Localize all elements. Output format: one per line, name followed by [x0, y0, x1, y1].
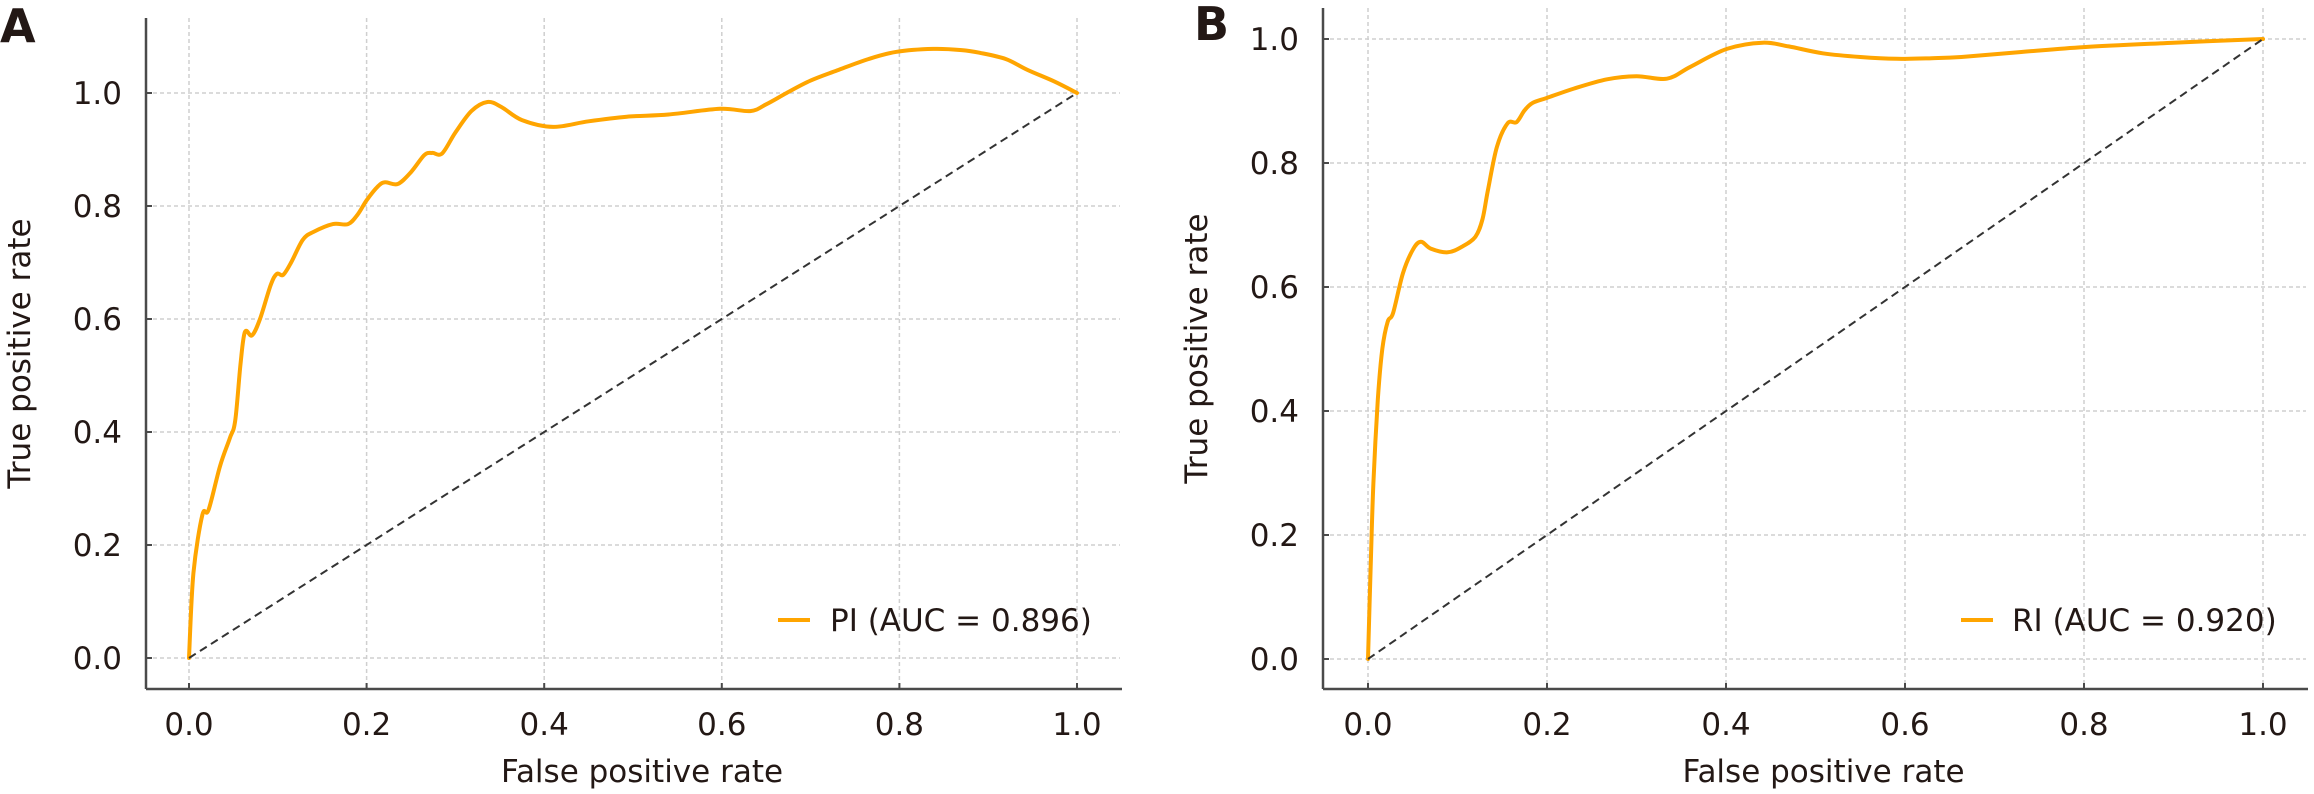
y-tick-label: 1.0 [73, 76, 122, 112]
y-tick-label: 0.0 [73, 641, 122, 677]
legend-label-ri: RI (AUC = 0.920) [2012, 603, 2277, 639]
x-tick-label: 0.4 [1701, 707, 1750, 743]
legend-label-pi: PI (AUC = 0.896) [830, 603, 1092, 639]
panel-a: A 0.0 0.2 0.4 0.6 0.8 1.0 0.0 0.2 0.4 0.6 0.8 1.0 F… [0, 0, 1122, 790]
x-tick-label: 0.8 [875, 707, 924, 743]
series-b [1366, 37, 2265, 661]
x-tick-label: 1.0 [1052, 707, 1101, 743]
x-tick-label: 0.2 [342, 707, 391, 743]
y-tick-label: 0.4 [73, 415, 122, 451]
grid-a [146, 18, 1120, 689]
panel-label-a: A [0, 0, 36, 53]
x-tick-label: 0.4 [520, 707, 569, 743]
reference-diagonal-line [188, 92, 1078, 659]
y-tick-label: 0.0 [1250, 642, 1299, 678]
y-tick-label: 0.4 [1250, 394, 1299, 430]
axes-b [1321, 8, 2308, 691]
y-tick-label: 0.2 [73, 528, 122, 564]
x-tick-label: 0.0 [164, 707, 213, 743]
x-axis-label-b: False positive rate [1682, 754, 1964, 790]
roc-curve-ri [1366, 37, 2265, 661]
grid-b [1323, 8, 2306, 689]
series-a [187, 46, 1079, 660]
y-tick-label: 0.2 [1250, 518, 1299, 554]
y-tick-label: 1.0 [1250, 22, 1299, 58]
panel-b: B 0.0 0.2 0.4 0.6 0.8 1.0 0.0 0.2 0.4 0.6 0.8 1.0 F… [1179, 0, 2308, 790]
x-tick-label: 1.0 [2238, 707, 2287, 743]
ticks-b: 0.0 0.2 0.4 0.6 0.8 1.0 0.0 0.2 0.4 0.6 0.8 1.0 [1250, 22, 2288, 743]
legend-a: PI (AUC = 0.896) [778, 603, 1092, 639]
x-axis-label-a: False positive rate [501, 754, 783, 790]
ticks-a: 0.0 0.2 0.4 0.6 0.8 1.0 0.0 0.2 0.4 0.6 0.8 1.0 [73, 76, 1102, 743]
panel-label-b: B [1194, 0, 1229, 51]
x-tick-label: 0.8 [2059, 707, 2108, 743]
y-axis-label-b: True positive rate [1179, 213, 1215, 484]
x-tick-label: 0.6 [1880, 707, 1929, 743]
x-tick-label: 0.6 [697, 707, 746, 743]
roc-curve-pi [187, 46, 1079, 660]
y-axis-label-a: True positive rate [2, 218, 38, 489]
y-tick-label: 0.6 [73, 302, 122, 338]
x-tick-label: 0.0 [1343, 707, 1392, 743]
y-tick-label: 0.6 [1250, 270, 1299, 306]
legend-b: RI (AUC = 0.920) [1961, 603, 2277, 639]
axes-a [144, 18, 1122, 691]
y-tick-label: 0.8 [73, 189, 122, 225]
y-tick-label: 0.8 [1250, 146, 1299, 182]
x-tick-label: 0.2 [1522, 707, 1571, 743]
